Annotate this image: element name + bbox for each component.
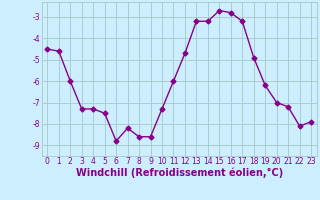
X-axis label: Windchill (Refroidissement éolien,°C): Windchill (Refroidissement éolien,°C) — [76, 168, 283, 178]
